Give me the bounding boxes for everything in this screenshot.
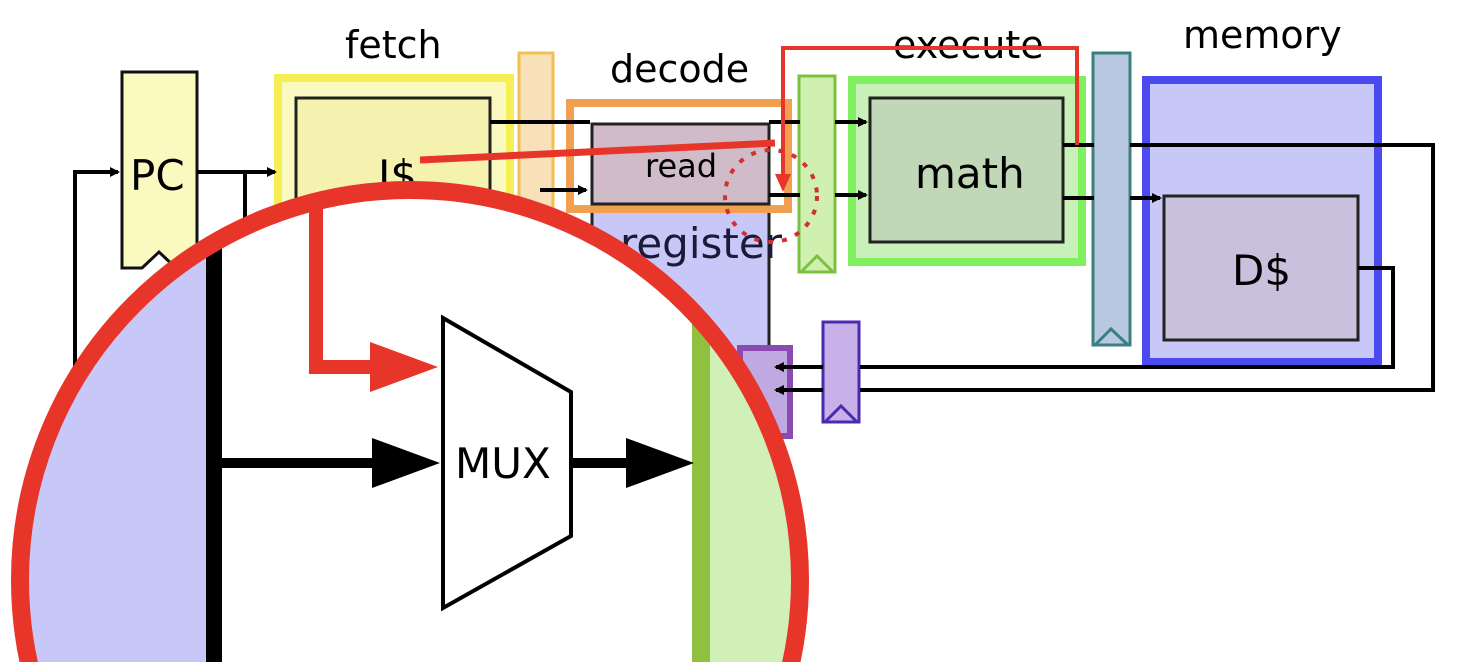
zoom-forwarding-arrowhead-icon	[370, 342, 438, 392]
memory-stage: D$ memory	[1142, 13, 1382, 366]
math-label: math	[915, 149, 1025, 198]
zoom-forwarding-wire	[309, 190, 378, 374]
pipeline-register-execute-memory	[1091, 51, 1132, 347]
zoom-target-circle	[723, 148, 819, 244]
datapath-wires	[73, 117, 1435, 400]
zoom-register-arrowhead-icon	[372, 438, 440, 488]
dcache-label: D$	[1232, 246, 1291, 295]
forwarding-path	[723, 46, 1079, 244]
forwarding-wire	[781, 46, 1079, 178]
decode-label: decode	[610, 47, 749, 91]
pipeline-register-execute-memory-body	[1091, 51, 1132, 347]
pipeline-register-decode-execute	[797, 74, 837, 274]
clock-notch-icon	[799, 253, 835, 274]
pipeline-register-writeback	[821, 320, 861, 424]
register-read-box	[590, 122, 771, 206]
clock-notch-icon-3	[823, 403, 859, 424]
pc-register: PC	[120, 70, 199, 270]
fetch-label: fetch	[345, 23, 442, 67]
pc-box	[120, 70, 199, 270]
register-read-label: read	[645, 147, 717, 185]
mux-label: MUX	[455, 439, 551, 488]
pc-label: PC	[130, 151, 185, 200]
execute-label: execute	[893, 23, 1044, 67]
zoom-mux-arrowhead-icon	[626, 438, 694, 488]
zoom-connector-line	[419, 139, 776, 164]
pipeline-register-decode-execute-body	[797, 74, 837, 274]
execute-stage: math execute	[848, 23, 1086, 266]
forwarding-arrowhead-icon	[775, 174, 791, 192]
pipeline-register-fetch-decode	[517, 51, 555, 215]
zoom-lens-ring	[11, 181, 809, 662]
zoom-register-file-edge	[206, 230, 222, 662]
clock-notch-icon-2	[1093, 326, 1130, 347]
memory-label: memory	[1183, 13, 1342, 57]
mux-shape	[441, 314, 573, 612]
math-box	[868, 96, 1065, 244]
dcache-box	[1162, 194, 1360, 342]
